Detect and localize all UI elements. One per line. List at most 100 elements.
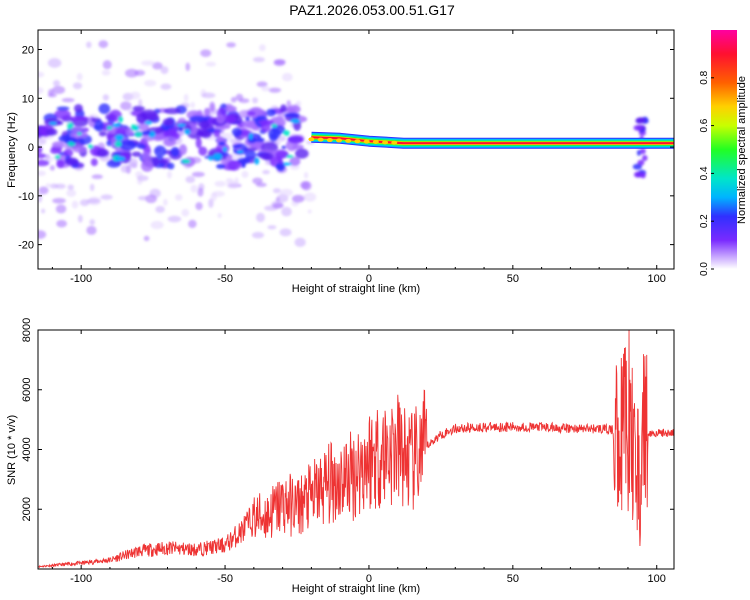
spectrogram-speckle xyxy=(143,235,150,242)
snr-x-ticks: -100 -50 0 50 100 xyxy=(51,330,666,585)
spectrogram-speckle xyxy=(190,101,195,109)
spectrogram-band-blob xyxy=(119,139,136,151)
spectral-ridge-layer xyxy=(311,136,674,145)
spectrogram-speckle xyxy=(267,225,277,230)
spectrogram-core-blob xyxy=(218,141,226,146)
spectrogram-core-blob xyxy=(130,124,138,131)
spectrogram-speckle xyxy=(241,170,249,179)
spectrogram-core-blob xyxy=(184,128,191,135)
spectrogram-core-blob xyxy=(114,140,122,148)
spectrogram-speckle xyxy=(38,230,47,239)
spectrogram-band-blob xyxy=(56,106,70,111)
spectrogram-speckle xyxy=(201,92,216,99)
spectrogram-speckle xyxy=(55,183,66,189)
spectrogram-y-tick-label: -10 xyxy=(18,191,34,203)
spectrogram-core-blob xyxy=(77,132,82,136)
spectrogram-band-blob xyxy=(236,157,251,165)
spectrogram-band-blob xyxy=(38,153,47,159)
spectrogram-speckle xyxy=(124,68,139,78)
spectrogram-band-blob xyxy=(200,120,208,131)
spectrogram-band-blob xyxy=(98,131,107,137)
spectrogram-speckle xyxy=(45,183,51,188)
spectrogram-speckle xyxy=(77,214,83,223)
spectrogram-right-blob xyxy=(633,124,643,131)
spectrogram-band-blob xyxy=(132,105,145,112)
spectrogram-band-blob xyxy=(140,160,154,172)
spectrogram-speckle xyxy=(279,228,292,237)
spectrogram-core-blob xyxy=(54,155,61,160)
snr-x-tick-label: -50 xyxy=(217,573,233,585)
spectrogram-band-blob xyxy=(195,137,202,149)
spectrogram-band-blob xyxy=(54,109,71,120)
spectrogram-x-tick-label: 0 xyxy=(366,273,372,285)
spectrogram-core-blob xyxy=(216,163,226,169)
spectrogram-speckle xyxy=(167,170,172,179)
spectrogram-band-blob xyxy=(216,115,225,124)
spectrogram-speckle xyxy=(190,184,198,193)
spectrogram-core-blob xyxy=(115,156,126,162)
spectrogram-speckle xyxy=(252,97,259,104)
spectrogram-speckle xyxy=(47,58,62,68)
spectrogram-speckle xyxy=(52,197,66,204)
spectral-ridge xyxy=(308,131,674,149)
spectrogram-speckle xyxy=(38,170,46,177)
colorbar: 0.0 0.2 0.4 0.6 0.8 Normalized spectral ampl… xyxy=(699,30,748,276)
spectrogram-speckle xyxy=(183,93,189,102)
spectrogram-band-blob xyxy=(227,159,241,171)
colorbar-tick-label: 0.0 xyxy=(699,262,710,276)
spectrogram-band-blob xyxy=(55,120,64,126)
spectrogram-speckle xyxy=(86,41,92,49)
spectrogram-band-blob xyxy=(198,146,208,156)
spectrogram-core-blob xyxy=(114,134,124,141)
spectrogram-speckle xyxy=(214,180,226,187)
colorbar-ticks: 0.0 0.2 0.4 0.6 0.8 xyxy=(699,70,714,276)
spectrogram-speckle xyxy=(205,61,217,67)
spectrogram-core-blob xyxy=(118,116,123,123)
spectrogram-speckle xyxy=(188,219,197,229)
spectrogram-speckle xyxy=(71,200,79,209)
spectrogram-speckle xyxy=(55,204,67,214)
spectrogram-speckle xyxy=(272,202,284,209)
spectrogram-band-blob xyxy=(45,128,58,136)
spectrogram-core-blob xyxy=(177,123,186,127)
spectrogram-band-blob xyxy=(163,129,177,138)
spectrogram-frame xyxy=(37,29,675,270)
spectrogram-core-blob xyxy=(49,121,57,125)
spectrogram-band-blob xyxy=(241,120,259,128)
spectrogram-band-blob xyxy=(141,151,151,162)
spectrogram-speckle xyxy=(38,138,47,145)
snr-plot-area xyxy=(38,330,674,569)
spectrogram-speckle xyxy=(307,209,312,214)
spectrogram-band-blob xyxy=(137,144,146,150)
spectral-ridge-bead xyxy=(363,139,370,144)
spectrogram-band-blob xyxy=(280,104,287,113)
spectrogram-core-blob xyxy=(271,123,278,128)
spectrogram-band-blob xyxy=(259,152,274,160)
spectrogram-speckle xyxy=(41,208,46,214)
spectrogram-speckle xyxy=(281,206,292,217)
spectrogram-band-blob xyxy=(266,108,276,117)
spectrogram-right-blob xyxy=(640,172,646,179)
spectrogram-speckle xyxy=(251,231,265,239)
spectrogram-band-blob xyxy=(258,119,274,125)
spectrogram-speckle xyxy=(76,72,83,81)
spectrogram-speckle xyxy=(291,195,305,203)
spectrogram-speckle xyxy=(262,170,270,175)
spectrogram-band-blob xyxy=(275,150,289,159)
spectrogram-right-blob xyxy=(633,171,642,178)
snr-x-tick-label: 50 xyxy=(507,573,519,585)
spectrogram-speckle xyxy=(89,219,95,226)
spectrogram-core-blob xyxy=(248,132,253,140)
spectrogram-speckle xyxy=(225,178,234,184)
spectrogram-y-label: Frequency (Hz) xyxy=(6,112,18,188)
spectrogram-core-blob xyxy=(208,155,214,161)
spectrogram-speckle xyxy=(152,62,163,70)
spectrogram-band-blob xyxy=(72,145,87,153)
spectrogram-core-blob xyxy=(281,145,287,149)
spectrogram-speckle xyxy=(38,71,45,78)
colorbar-gradient xyxy=(711,30,737,269)
spectrogram-band-blob xyxy=(50,147,62,155)
chart-title: PAZ1.2026.053.00.51.G17 xyxy=(289,2,455,18)
spectrogram-speckle xyxy=(185,176,196,184)
spectrogram-band-blob xyxy=(106,159,122,168)
